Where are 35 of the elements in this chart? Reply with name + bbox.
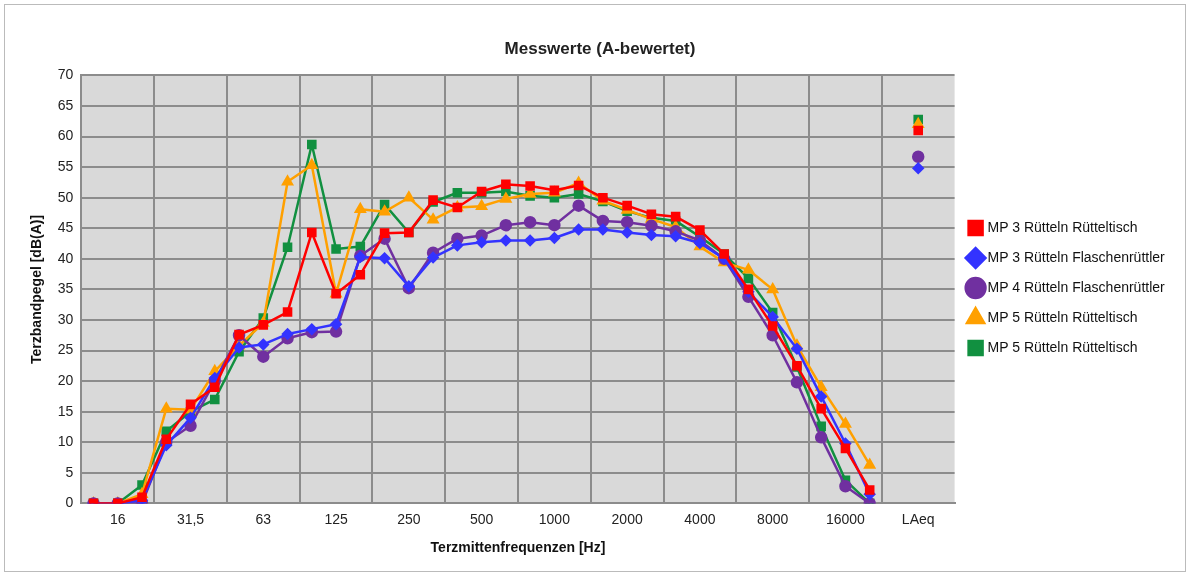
x-tick-label: 1000 xyxy=(538,510,571,527)
y-tick-label: 5 xyxy=(65,463,74,480)
x-tick-label: 500 xyxy=(469,510,494,527)
y-tick-label: 15 xyxy=(57,402,74,419)
legend-label: MP 3 Rütteln Flaschenrüttler xyxy=(987,248,1166,265)
x-tick-label: 16 xyxy=(109,510,126,527)
x-tick-label: 250 xyxy=(397,510,421,527)
legend-label: MP 5 Rütteln Rütteltisch xyxy=(987,338,1138,355)
legend-label: MP 4 Rütteln Flaschenrüttler xyxy=(987,278,1166,295)
x-tick-label: 63 xyxy=(255,510,272,527)
x-tick-label: 4000 xyxy=(684,510,716,527)
y-tick-label: 10 xyxy=(57,433,74,450)
x-tick-label: 125 xyxy=(324,510,348,527)
x-tick-label: 2000 xyxy=(611,510,643,527)
y-tick-label: 55 xyxy=(57,157,74,174)
y-tick-label: 50 xyxy=(57,188,74,205)
y-tick-label: 60 xyxy=(57,127,74,144)
legend-label: MP 5 Rütteln Rütteltisch xyxy=(987,308,1138,325)
x-tick-label: LAeq xyxy=(901,510,935,527)
y-tick-label: 30 xyxy=(57,310,74,327)
y-tick-label: 45 xyxy=(57,219,74,236)
y-axis-title: Terzbandpegel [dB(A)] xyxy=(28,214,45,364)
y-tick-label: 35 xyxy=(57,280,74,297)
y-tick-label: 20 xyxy=(57,371,74,388)
x-tick-label: 31,5 xyxy=(176,510,205,527)
y-tick-label: 0 xyxy=(65,494,74,511)
x-tick-label: 8000 xyxy=(757,510,789,527)
legend-label: MP 3 Rütteln Rütteltisch xyxy=(987,218,1138,235)
y-tick-label: 70 xyxy=(57,66,74,83)
y-tick-label: 40 xyxy=(57,249,74,266)
chart-title: Messwerte (A-bewertet) xyxy=(504,38,696,58)
x-tick-label: 16000 xyxy=(825,510,866,527)
y-tick-label: 65 xyxy=(57,96,74,113)
y-tick-label: 25 xyxy=(57,341,74,358)
x-axis-title: Terzmittenfrequenzen [Hz] xyxy=(430,539,606,556)
